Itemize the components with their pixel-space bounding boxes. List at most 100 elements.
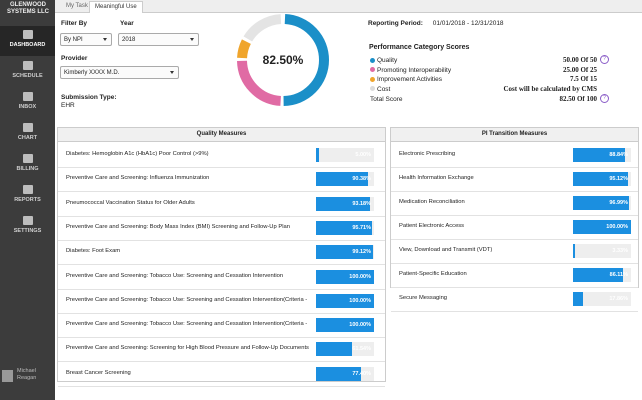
score-row: Cost — [370, 86, 390, 93]
progress-fill — [316, 196, 371, 211]
progress-track: 88.84% — [573, 148, 631, 162]
progress-label: 99.12% — [352, 249, 371, 256]
progress-fill — [573, 244, 575, 258]
measure-row: View, Download and Transmit (VDT) 3.33% — [391, 239, 638, 264]
score-row: Promoting Interoperability — [370, 67, 451, 74]
progress-label: 90.38% — [352, 176, 371, 183]
score-name: Promoting Interoperability — [377, 66, 452, 74]
tab[interactable]: My Task — [66, 3, 88, 9]
progress-fill — [573, 172, 629, 186]
measure-name: Breast Cancer Screening — [66, 369, 131, 376]
progress-label: 17.86% — [609, 296, 628, 302]
value: EHR — [61, 102, 75, 109]
measure-row: Preventive Care and Screening: Tobacco U… — [58, 313, 385, 339]
nav-item[interactable]: SETTINGS — [0, 212, 55, 242]
pi-panel: PI Transition Measures Electronic Prescr… — [390, 127, 639, 312]
measure-name: Diabetes: Foot Exam — [66, 248, 121, 255]
progress-track: 3.33% — [573, 244, 631, 258]
label: Reporting Period: 01/01/2018 - 12/31/201… — [368, 20, 504, 27]
nav-item[interactable]: INBOX — [0, 88, 55, 118]
score-value: 82.50 Of 100 — [559, 95, 597, 103]
progress-fill — [573, 268, 623, 282]
nav-item[interactable]: REPORTS — [0, 181, 55, 211]
label: Submission Type: — [61, 94, 117, 101]
measure-name: Preventive Care and Screening: Screening… — [66, 345, 309, 352]
measure-row: Patient-Specific Education 86.11% — [391, 263, 638, 288]
progress-fill — [316, 220, 372, 235]
progress-track: 100.00% — [316, 269, 374, 284]
nav-icon — [22, 30, 33, 39]
progress-fill — [316, 342, 352, 357]
progress-label: 61.54% — [352, 346, 371, 353]
nav-item[interactable]: SCHEDULE — [0, 57, 55, 87]
nav-icon — [22, 92, 33, 101]
measure-row: Diabetes: Hemoglobin A1c (HbA1c) Poor Co… — [58, 143, 385, 168]
help-icon[interactable]: ? — [600, 55, 609, 64]
score-name: Cost — [377, 85, 391, 93]
score-value: 50.00 Of 50 — [562, 56, 597, 64]
measure-row: Preventive Care and Screening: Tobacco U… — [58, 289, 385, 314]
progress-fill — [316, 318, 374, 333]
legend-dot — [370, 86, 375, 92]
measure-row: Secure Messaging 17.86% — [391, 287, 638, 312]
progress-fill — [316, 245, 374, 260]
legend-dot — [370, 67, 375, 73]
quality-panel: Quality Measures Diabetes: Hemoglobin A1… — [57, 127, 386, 387]
progress-track: 95.71% — [316, 220, 374, 235]
measure-name: Preventive Care and Screening: Tobacco U… — [66, 321, 308, 328]
measure-name: Patient-Specific Education — [399, 271, 467, 277]
nav-label: DASHBOARD — [9, 42, 46, 48]
progress-track: 86.11% — [573, 268, 631, 282]
progress-track: 100.00% — [573, 220, 631, 234]
company-name: GLENWOOD SYSTEMS LLC — [6, 2, 49, 15]
label: Filter By — [61, 20, 88, 27]
select[interactable]: Kimberly XXXX M.D. — [60, 66, 179, 79]
total-percent: 82.50% — [263, 53, 304, 67]
progress-label: 96.99% — [609, 200, 628, 206]
score-name: Quality — [377, 57, 398, 64]
nav-icon — [22, 154, 33, 163]
nav-item[interactable]: CHART — [0, 119, 55, 149]
progress-track: 96.99% — [573, 196, 631, 210]
measure-row: Medication Reconciliation 96.99% — [391, 191, 638, 216]
progress-fill — [573, 220, 631, 234]
score-row: Total Score — [370, 96, 403, 103]
progress-fill — [316, 293, 374, 308]
progress-track: 93.18% — [316, 196, 374, 211]
select[interactable]: 2018 — [118, 33, 199, 46]
select[interactable]: By NPI — [60, 33, 112, 46]
nav-icon — [22, 123, 33, 132]
nav-icon — [22, 216, 33, 225]
score-value: 25.00 Of 25 — [562, 65, 597, 74]
measure-name: Preventive Care and Screening: Body Mass… — [66, 223, 290, 230]
measure-name: Diabetes: Hemoglobin A1c (HbA1c) Poor Co… — [66, 151, 209, 157]
user-name[interactable]: Michael Reagan — [17, 368, 37, 381]
tab-active[interactable]: Meaningful Use — [89, 1, 143, 13]
value: 01/01/2018 - 12/31/2018 — [432, 20, 504, 27]
measure-row: Patient Electronic Access 100.00% — [391, 215, 638, 240]
nav-icon — [22, 185, 33, 194]
label: Reporting Period: — [368, 20, 423, 27]
nav-item[interactable]: BILLING — [0, 150, 55, 180]
progress-fill — [316, 366, 361, 381]
nav-item[interactable]: DASHBOARD — [0, 26, 55, 56]
label: Year — [120, 20, 134, 27]
nav-label: REPORTS — [14, 197, 41, 203]
measure-row: Preventive Care and Screening: Screening… — [58, 337, 385, 363]
measure-row: Diabetes: Foot Exam 99.12% — [58, 240, 385, 266]
score-row: Quality — [370, 57, 397, 64]
sidebar: GLENWOOD SYSTEMS LLC DASHBOARD SCHEDULE IN… — [0, 0, 55, 400]
tab-bar: My Task Meaningful Use — [55, 0, 642, 13]
progress-label: 77.40% — [352, 370, 371, 377]
donut: 82.50% — [237, 14, 329, 106]
nav-icon — [22, 61, 33, 70]
measure-row: Electronic Prescribing 88.84% — [391, 143, 638, 168]
measure-row: Pneumococcal Vaccination Status for Olde… — [58, 192, 385, 217]
panel-title: PI Transition Measures — [391, 128, 638, 142]
progress-track: 5.00% — [316, 148, 374, 162]
legend-dot — [370, 57, 375, 63]
progress-fill — [316, 269, 374, 284]
avatar — [2, 370, 13, 382]
help-icon[interactable]: ? — [600, 94, 609, 103]
score-value: 7.5 Of 15 — [569, 75, 597, 83]
